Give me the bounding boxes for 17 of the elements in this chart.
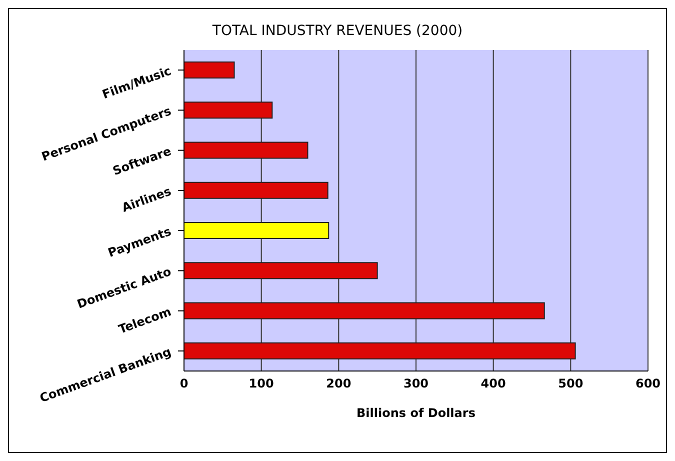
x-tick-label: 500 bbox=[558, 376, 584, 391]
bar bbox=[184, 182, 328, 199]
x-tick-label: 0 bbox=[180, 376, 188, 391]
bar bbox=[184, 302, 545, 320]
x-tick-label: 100 bbox=[248, 376, 274, 391]
chart-title: TOTAL INDUSTRY REVENUES (2000) bbox=[211, 22, 464, 41]
bar bbox=[184, 62, 235, 79]
x-tick-label: 300 bbox=[403, 376, 429, 391]
x-axis-title: Billions of Dollars bbox=[356, 406, 476, 420]
bar bbox=[184, 222, 330, 240]
x-tick-label: 200 bbox=[326, 376, 352, 391]
x-tick-label: 400 bbox=[480, 376, 506, 391]
bar bbox=[184, 142, 308, 159]
bar bbox=[184, 342, 576, 360]
bar bbox=[184, 102, 273, 119]
bar bbox=[184, 262, 378, 280]
x-tick-label: 600 bbox=[635, 376, 661, 391]
